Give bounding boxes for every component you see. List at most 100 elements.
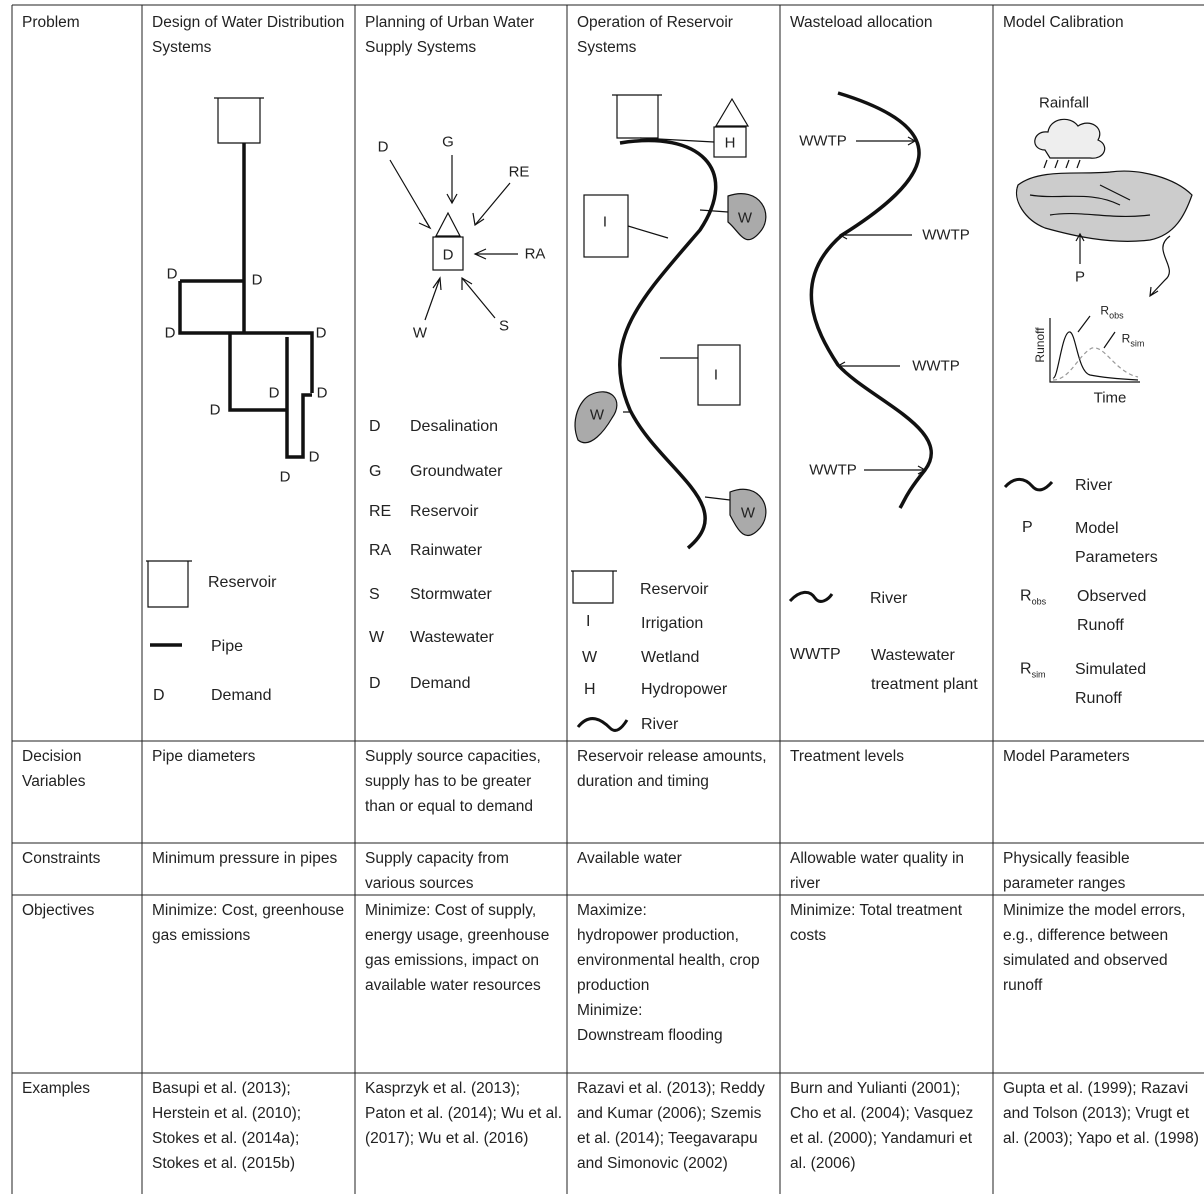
cell-text: Minimize: Cost of supply, energy usage, … [365, 902, 550, 994]
node-label: W [589, 406, 605, 424]
legend-label: Reservoir [410, 503, 479, 520]
observed-label: Robs [1100, 304, 1123, 321]
legend-key: W [582, 649, 598, 666]
symbol: R [1020, 660, 1032, 678]
node-label: D [209, 401, 221, 419]
column-header: Problem [22, 14, 80, 31]
reservoir-diagram [571, 94, 767, 732]
plant-label: WWTP [912, 357, 960, 375]
source-label: W [412, 324, 428, 342]
cell-text: Burn and Yulianti (2001); Cho et al. (20… [790, 1080, 974, 1172]
legend-label: Wetland [641, 649, 700, 666]
symbol: R [1100, 303, 1110, 318]
plant-label: WWTP [809, 461, 857, 479]
plant-label: WWTP [799, 132, 847, 150]
cell-text: Basupi et al. (2013); Herstein et al. (2… [152, 1080, 302, 1172]
node-label: D [316, 384, 328, 402]
node-label: W [740, 504, 756, 522]
legend-key: RA [369, 542, 392, 559]
source-label: G [442, 133, 454, 151]
row-header: Constraints [22, 850, 101, 867]
legend-label: Demand [211, 687, 272, 704]
source-label: RE [508, 163, 530, 181]
legend-label: Model Parameters [1075, 520, 1158, 566]
node-label: I [602, 213, 608, 231]
legend-label: Reservoir [208, 574, 277, 591]
column-header: Operation of Reservoir Systems [577, 14, 733, 56]
legend-key: H [584, 681, 596, 698]
legend-key: D [369, 675, 381, 692]
cell-text: Gupta et al. (1999); Razavi and Tolson (… [1003, 1080, 1199, 1147]
legend-key: RE [369, 503, 392, 520]
cell-text: Pipe diameters [152, 748, 256, 765]
legend-label: Pipe [211, 638, 244, 655]
subscript: sim [1031, 669, 1046, 680]
legend-label: Wastewater [410, 629, 494, 646]
node-label: D [442, 246, 454, 264]
legend-key: D [369, 418, 381, 435]
cell-text: Allowable water quality in river [790, 850, 965, 892]
simulated-label: Rsim [1122, 332, 1145, 349]
legend-label: Reservoir [640, 581, 709, 598]
legend-key: WWTP [790, 646, 841, 663]
legend-label: River [870, 590, 908, 607]
cell-text: Model Parameters [1003, 748, 1130, 765]
node-label: I [713, 366, 719, 384]
legend-label: Simulated Runoff [1075, 661, 1147, 707]
legend-label: Irrigation [641, 615, 704, 632]
legend-label: River [641, 716, 679, 733]
subscript: sim [1130, 338, 1145, 349]
cell-text: Kasprzyk et al. (2013); Paton et al. (20… [365, 1080, 563, 1147]
calibration-diagram [1003, 118, 1193, 492]
cell-text: Reservoir release amounts, duration and … [577, 748, 767, 790]
legend-label: Groundwater [410, 463, 503, 480]
legend-label: Desalination [410, 418, 499, 435]
wasteload-diagram [788, 91, 934, 603]
node-label: D [166, 265, 178, 283]
legend-label: Observed Runoff [1077, 588, 1147, 634]
cell-text: Supply capacity from various sources [365, 850, 509, 892]
symbol: R [1020, 587, 1032, 605]
parameter-label: P [1074, 268, 1086, 286]
legend-key: S [369, 586, 380, 603]
y-axis-label: Runoff [1033, 327, 1047, 363]
node-label: D [308, 448, 320, 466]
cell-text: Minimize: Total treatment costs [790, 902, 962, 944]
rainfall-label: Rainfall [1038, 94, 1090, 112]
node-label: D [315, 324, 327, 342]
row-header: Objectives [22, 902, 95, 919]
legend-key: P [1022, 519, 1033, 536]
node-label: D [164, 324, 176, 342]
legend-label: Stormwater [410, 586, 492, 603]
legend-key: Rsim [1020, 661, 1046, 680]
legend-label: Rainwater [410, 542, 483, 559]
column-header: Model Calibration [1003, 14, 1124, 31]
legend-key: D [153, 687, 165, 704]
x-axis-label: Time [1093, 389, 1127, 407]
column-header: Planning of Urban Water Supply Systems [365, 14, 535, 56]
legend-key: I [586, 613, 591, 630]
subscript: obs [1109, 310, 1124, 321]
legend-label: River [1075, 477, 1113, 494]
grid [11, 4, 1204, 1194]
symbol: R [1121, 331, 1131, 346]
cell-text: Minimum pressure in pipes [152, 850, 338, 867]
legend-key: Robs [1020, 588, 1046, 607]
cell-text: Minimize the model errors, e.g., differe… [1003, 902, 1186, 994]
column-header: Design of Water Distribution Systems [152, 14, 345, 56]
source-label: S [498, 317, 510, 335]
plant-label: WWTP [922, 226, 970, 244]
node-label: D [268, 384, 280, 402]
source-label: RA [524, 245, 546, 263]
cell-text: Treatment levels [790, 748, 904, 765]
source-label: D [377, 138, 389, 156]
legend-key: G [369, 463, 382, 480]
legend-label: Hydropower [641, 681, 728, 698]
cell-text: Maximize: hydropower production, environ… [577, 902, 760, 1044]
node-label: D [251, 271, 263, 289]
row-header: Examples [22, 1080, 91, 1097]
cell-text: Physically feasible parameter ranges [1003, 850, 1130, 892]
distribution-diagram [146, 97, 314, 647]
